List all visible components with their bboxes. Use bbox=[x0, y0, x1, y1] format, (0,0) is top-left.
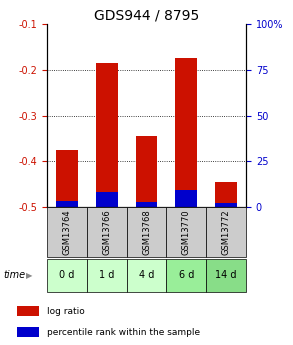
Text: 4 d: 4 d bbox=[139, 270, 154, 280]
Text: time: time bbox=[3, 270, 25, 280]
Text: 0 d: 0 d bbox=[59, 270, 74, 280]
Bar bbox=[176, 190, 197, 207]
Text: GSM13768: GSM13768 bbox=[142, 209, 151, 255]
Bar bbox=[136, 136, 157, 207]
Bar bbox=[17, 327, 39, 337]
Text: GSM13766: GSM13766 bbox=[102, 209, 111, 255]
Text: 1 d: 1 d bbox=[99, 270, 114, 280]
Bar bbox=[87, 207, 127, 257]
Bar bbox=[87, 259, 127, 292]
Bar bbox=[206, 259, 246, 292]
Title: GDS944 / 8795: GDS944 / 8795 bbox=[94, 9, 199, 23]
Bar bbox=[96, 63, 117, 207]
Text: GSM13764: GSM13764 bbox=[62, 209, 71, 255]
Text: ▶: ▶ bbox=[26, 270, 33, 280]
Text: GSM13770: GSM13770 bbox=[182, 209, 191, 255]
Bar bbox=[17, 306, 39, 316]
Bar bbox=[166, 259, 206, 292]
Bar bbox=[176, 58, 197, 207]
Bar bbox=[127, 259, 166, 292]
Bar bbox=[166, 207, 206, 257]
Bar bbox=[215, 182, 237, 207]
Bar bbox=[136, 203, 157, 207]
Bar bbox=[47, 259, 87, 292]
Bar bbox=[127, 207, 166, 257]
Text: percentile rank within the sample: percentile rank within the sample bbox=[47, 328, 200, 337]
Text: 6 d: 6 d bbox=[179, 270, 194, 280]
Bar bbox=[56, 150, 78, 207]
Text: 14 d: 14 d bbox=[215, 270, 237, 280]
Bar bbox=[206, 207, 246, 257]
Bar bbox=[215, 203, 237, 207]
Bar bbox=[96, 193, 117, 207]
Text: log ratio: log ratio bbox=[47, 307, 84, 316]
Bar bbox=[56, 200, 78, 207]
Text: GSM13772: GSM13772 bbox=[222, 209, 231, 255]
Bar bbox=[47, 207, 87, 257]
